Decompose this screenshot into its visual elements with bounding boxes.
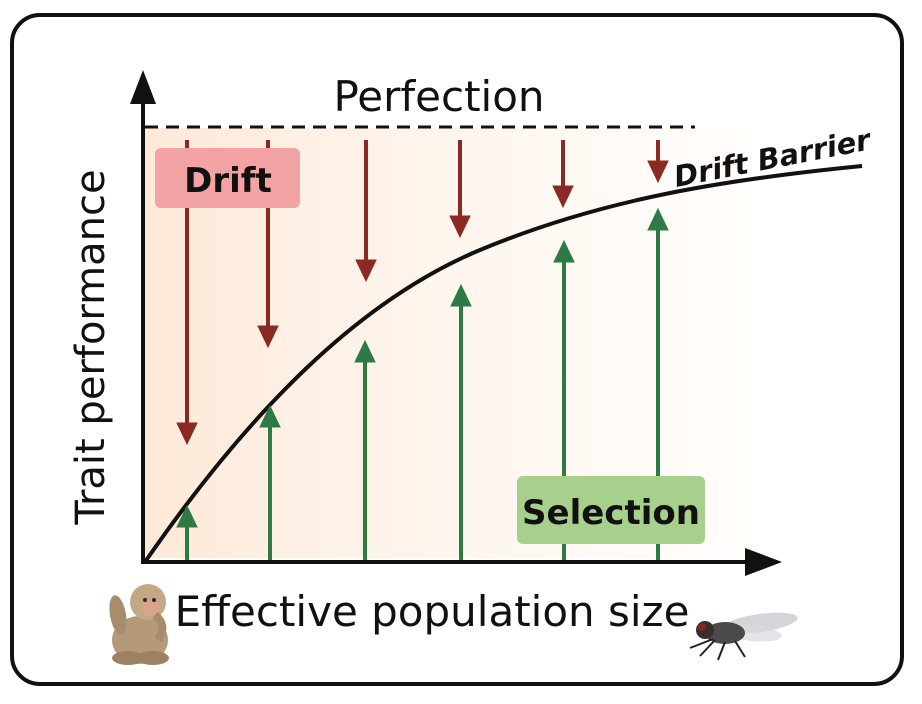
x-axis-label: Effective population size xyxy=(175,587,690,636)
drift-barrier-curve xyxy=(143,164,863,564)
drift-arrow xyxy=(552,140,574,209)
drift-arrow xyxy=(449,140,471,239)
y-axis xyxy=(130,70,156,560)
y-axis-label: Trait performance xyxy=(68,169,114,525)
drift-arrow xyxy=(355,140,377,283)
selection-arrow xyxy=(354,339,376,560)
drift-label: Drift xyxy=(184,161,272,201)
x-axis xyxy=(141,548,782,576)
fly-icon xyxy=(689,612,798,661)
selection-arrow xyxy=(176,504,198,560)
monkey-icon xyxy=(109,584,169,665)
selection-label-box xyxy=(517,476,705,544)
selection-arrow xyxy=(259,404,281,560)
drift-arrow xyxy=(647,140,669,184)
selection-label: Selection xyxy=(522,493,700,533)
selection-arrow xyxy=(450,283,472,560)
perfection-title: Perfection xyxy=(333,72,544,121)
drift-label-box xyxy=(155,148,300,208)
